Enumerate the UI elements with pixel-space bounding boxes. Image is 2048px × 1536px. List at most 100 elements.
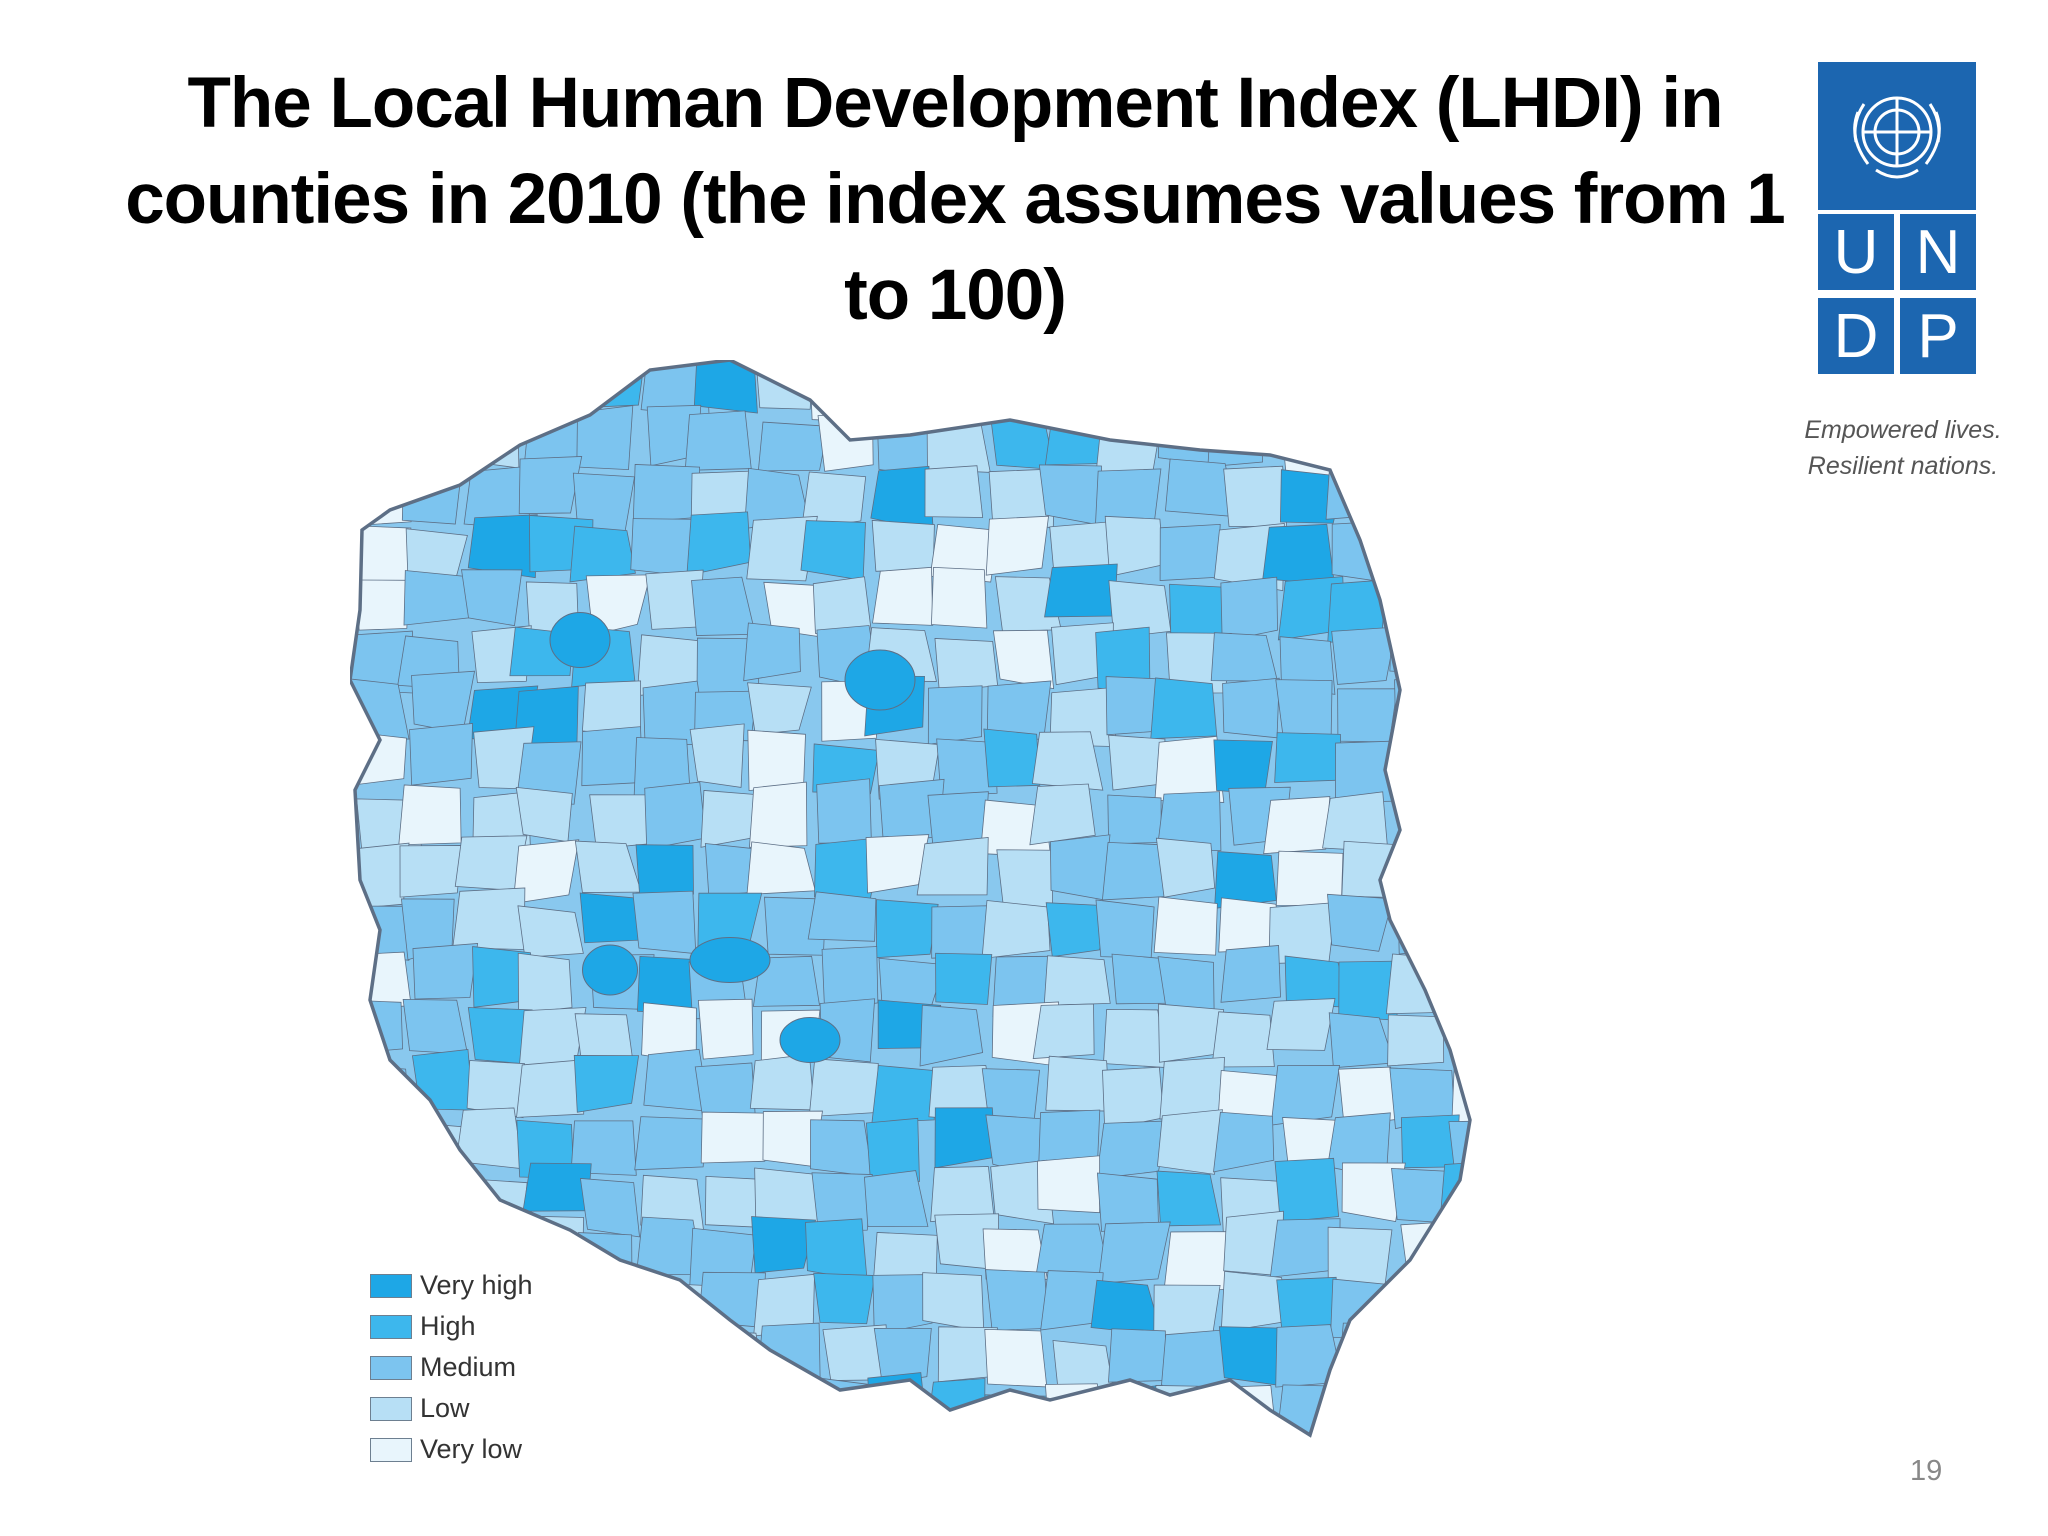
county-region <box>927 685 983 745</box>
county-region <box>579 1177 641 1238</box>
county-region <box>1509 360 1560 410</box>
county-region-hotspot <box>844 649 916 711</box>
county-region <box>646 1332 711 1395</box>
county-region <box>1454 1441 1513 1480</box>
county-region <box>350 1177 401 1234</box>
map-legend: Very high High Medium Low Very low <box>370 1265 533 1470</box>
county-region <box>582 360 646 408</box>
county-region <box>1222 677 1280 739</box>
county-region <box>632 890 697 955</box>
county-region <box>1514 1283 1560 1337</box>
county-region <box>1037 1155 1101 1214</box>
county-region <box>1389 614 1459 676</box>
county-region <box>1450 737 1470 807</box>
logo-letter: N <box>1900 214 1976 290</box>
county-region <box>1274 732 1343 783</box>
county-region <box>1451 459 1470 515</box>
county-region <box>924 465 984 518</box>
legend-label: Very high <box>420 1270 533 1300</box>
county-region <box>1394 674 1460 741</box>
county-region <box>522 1162 592 1212</box>
county-region <box>1443 515 1470 571</box>
county-region <box>1108 1328 1167 1383</box>
county-region <box>1393 780 1456 842</box>
county-region <box>1102 360 1169 421</box>
county-region <box>635 844 694 895</box>
county-region <box>1393 1434 1458 1435</box>
county-region <box>524 1385 587 1435</box>
county-region <box>919 1004 984 1067</box>
county-region <box>983 728 1041 788</box>
county-region <box>809 364 876 423</box>
county-region <box>935 952 993 1005</box>
county-region <box>747 682 812 735</box>
county-region <box>1325 460 1384 520</box>
legend-label: Medium <box>420 1352 517 1382</box>
county-region <box>1044 563 1118 618</box>
county-region <box>1441 409 1470 459</box>
county-region <box>403 1121 469 1183</box>
county-region <box>987 360 1053 411</box>
county-region <box>350 360 409 417</box>
legend-item-low: Low <box>370 1388 533 1429</box>
county-region <box>576 405 634 471</box>
county-region <box>985 1269 1049 1331</box>
county-region <box>1506 678 1560 730</box>
county-region <box>807 891 877 942</box>
county-region <box>350 418 407 483</box>
county-region <box>936 738 998 797</box>
county-region <box>934 638 999 692</box>
county-region <box>586 1324 653 1385</box>
county-region <box>1332 360 1392 412</box>
county-region <box>865 1117 920 1182</box>
county-region <box>1095 899 1155 959</box>
county-region <box>1390 454 1445 513</box>
county-region <box>1506 744 1560 805</box>
county-region <box>697 998 754 1060</box>
county-region <box>872 566 934 626</box>
county-region <box>1444 628 1470 687</box>
county-region <box>1449 954 1470 1010</box>
county-region <box>1334 421 1393 478</box>
county-region <box>641 1431 707 1435</box>
county-region <box>1103 1008 1169 1069</box>
logo-letter: P <box>1900 298 1976 374</box>
county-region <box>1263 796 1331 855</box>
county-region <box>402 998 469 1055</box>
county-region <box>1323 1442 1391 1480</box>
county-region <box>985 515 1050 576</box>
county-region <box>863 1170 929 1228</box>
county-region <box>1218 1326 1286 1386</box>
county-region <box>1274 360 1347 413</box>
county-region <box>749 781 808 848</box>
logo-letter: D <box>1818 298 1894 374</box>
county-region <box>518 456 583 515</box>
county-region <box>1505 1228 1560 1287</box>
county-region <box>1217 1439 1280 1480</box>
county-region <box>876 899 939 959</box>
county-region <box>751 1216 817 1274</box>
county-region <box>350 999 403 1055</box>
county-region-hotspot <box>582 944 638 996</box>
legend-swatch <box>370 1355 412 1380</box>
county-region <box>461 1213 527 1272</box>
county-region <box>871 520 935 572</box>
county-region <box>405 360 468 407</box>
county-region <box>515 786 573 843</box>
county-region <box>512 839 580 905</box>
county-region <box>642 1282 708 1336</box>
county-region <box>757 1322 821 1381</box>
county-region <box>1155 837 1216 898</box>
county-region <box>808 1058 879 1118</box>
county-region <box>689 723 745 788</box>
county-region <box>699 1390 769 1435</box>
county-region <box>581 726 644 787</box>
county-region <box>1210 632 1278 682</box>
county-region <box>1390 1382 1452 1435</box>
county-region <box>916 837 989 896</box>
county-region <box>700 1111 768 1164</box>
county-region <box>1516 790 1560 848</box>
county-region <box>746 515 818 582</box>
county-region <box>463 407 520 469</box>
county-region <box>1031 731 1104 791</box>
